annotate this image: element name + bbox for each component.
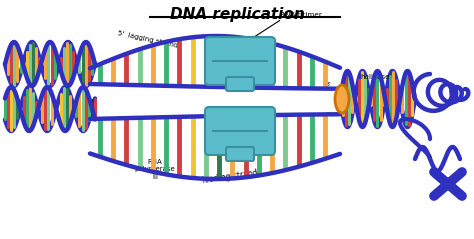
Text: RNA
polymerase
III: RNA polymerase III: [135, 159, 175, 180]
FancyBboxPatch shape: [226, 77, 254, 91]
Text: 5'  lagging strand: 5' lagging strand: [117, 30, 178, 48]
Text: helicase: helicase: [360, 74, 390, 80]
Text: DNA replication: DNA replication: [170, 7, 304, 22]
Text: leading strand: leading strand: [202, 169, 258, 185]
FancyBboxPatch shape: [226, 147, 254, 161]
Text: 3': 3': [89, 98, 95, 103]
Text: Okazaki
fragment: Okazaki fragment: [243, 74, 275, 87]
Text: 3': 3': [325, 81, 331, 87]
FancyBboxPatch shape: [205, 37, 275, 85]
Text: 5': 5': [325, 112, 331, 116]
FancyBboxPatch shape: [205, 107, 275, 155]
Text: RNA primer: RNA primer: [280, 12, 322, 18]
Ellipse shape: [335, 85, 349, 113]
